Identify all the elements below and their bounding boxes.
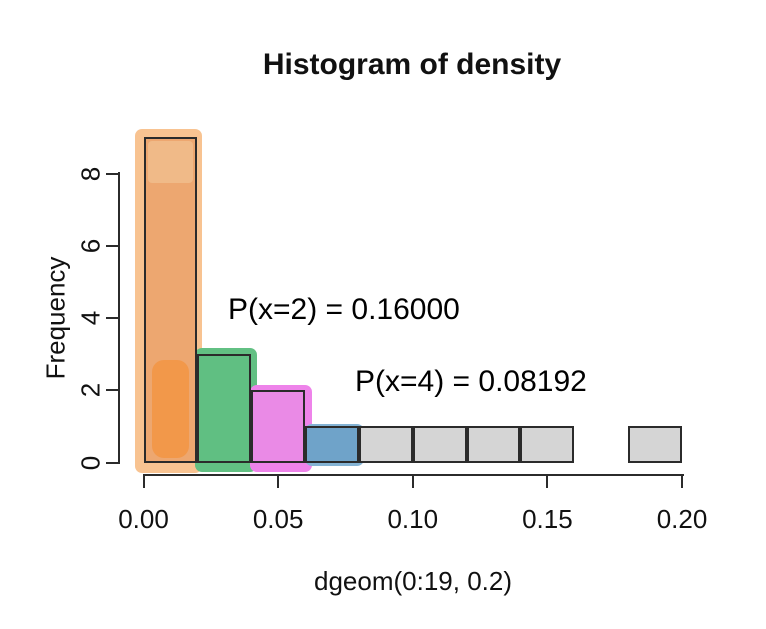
y-tick-label: 2 bbox=[75, 383, 106, 398]
histogram-bar bbox=[520, 426, 575, 463]
probability-annotation: P(x=2) = 0.16000 bbox=[228, 293, 460, 326]
x-tick-label: 0.05 bbox=[252, 504, 304, 534]
y-tick bbox=[105, 389, 120, 392]
x-tick bbox=[142, 474, 145, 488]
x-axis-label: dgeom(0:19, 0.2) bbox=[313, 566, 513, 596]
x-tick-label: 0.00 bbox=[118, 504, 169, 534]
x-tick-label: 0.15 bbox=[522, 504, 573, 534]
y-tick-label: 6 bbox=[75, 238, 106, 253]
orange-marker-core bbox=[151, 359, 190, 458]
x-tick bbox=[681, 474, 683, 488]
histogram-bar bbox=[358, 426, 413, 463]
y-tick bbox=[105, 172, 120, 175]
histogram-bar bbox=[628, 426, 682, 463]
histogram-bar bbox=[143, 137, 198, 463]
y-tick-label: 8 bbox=[75, 166, 106, 181]
probability-annotation: P(x=4) = 0.08192 bbox=[355, 365, 587, 398]
y-tick-label: 4 bbox=[75, 310, 106, 326]
x-tick bbox=[277, 474, 280, 488]
x-axis-line bbox=[143, 474, 684, 476]
histogram-bar bbox=[197, 354, 252, 463]
histogram-bar bbox=[466, 426, 521, 463]
x-tick bbox=[411, 474, 414, 488]
histogram-bar bbox=[251, 390, 306, 463]
y-tick bbox=[105, 244, 120, 247]
histogram-bar bbox=[305, 426, 359, 463]
x-tick-label: 0.10 bbox=[387, 504, 439, 534]
histogram-bar bbox=[412, 426, 467, 463]
x-tick-label: 0.20 bbox=[656, 504, 708, 534]
chart-title: Histogram of density bbox=[262, 48, 562, 81]
y-tick bbox=[105, 461, 120, 464]
x-tick bbox=[546, 474, 549, 488]
y-axis-label: Frequency bbox=[40, 256, 71, 380]
y-tick-label: 0 bbox=[75, 455, 106, 470]
y-tick bbox=[105, 317, 120, 319]
orange-top-wash bbox=[147, 141, 194, 184]
